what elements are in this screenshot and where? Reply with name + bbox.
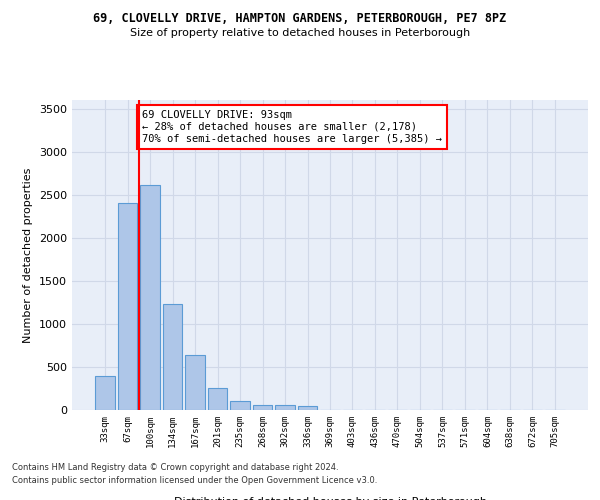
- Bar: [118, 204, 137, 410]
- Text: Size of property relative to detached houses in Peterborough: Size of property relative to detached ho…: [130, 28, 470, 38]
- Bar: [185, 355, 205, 410]
- Bar: [140, 185, 160, 410]
- Y-axis label: Number of detached properties: Number of detached properties: [23, 168, 34, 342]
- Bar: [208, 388, 227, 410]
- Text: Contains public sector information licensed under the Open Government Licence v3: Contains public sector information licen…: [12, 476, 377, 485]
- Bar: [298, 406, 317, 410]
- Text: 69, CLOVELLY DRIVE, HAMPTON GARDENS, PETERBOROUGH, PE7 8PZ: 69, CLOVELLY DRIVE, HAMPTON GARDENS, PET…: [94, 12, 506, 26]
- Text: 69 CLOVELLY DRIVE: 93sqm
← 28% of detached houses are smaller (2,178)
70% of sem: 69 CLOVELLY DRIVE: 93sqm ← 28% of detach…: [142, 110, 442, 144]
- X-axis label: Distribution of detached houses by size in Peterborough: Distribution of detached houses by size …: [173, 497, 487, 500]
- Bar: [163, 304, 182, 410]
- Bar: [230, 402, 250, 410]
- Bar: [253, 405, 272, 410]
- Text: Contains HM Land Registry data © Crown copyright and database right 2024.: Contains HM Land Registry data © Crown c…: [12, 464, 338, 472]
- Bar: [95, 376, 115, 410]
- Bar: [275, 405, 295, 410]
